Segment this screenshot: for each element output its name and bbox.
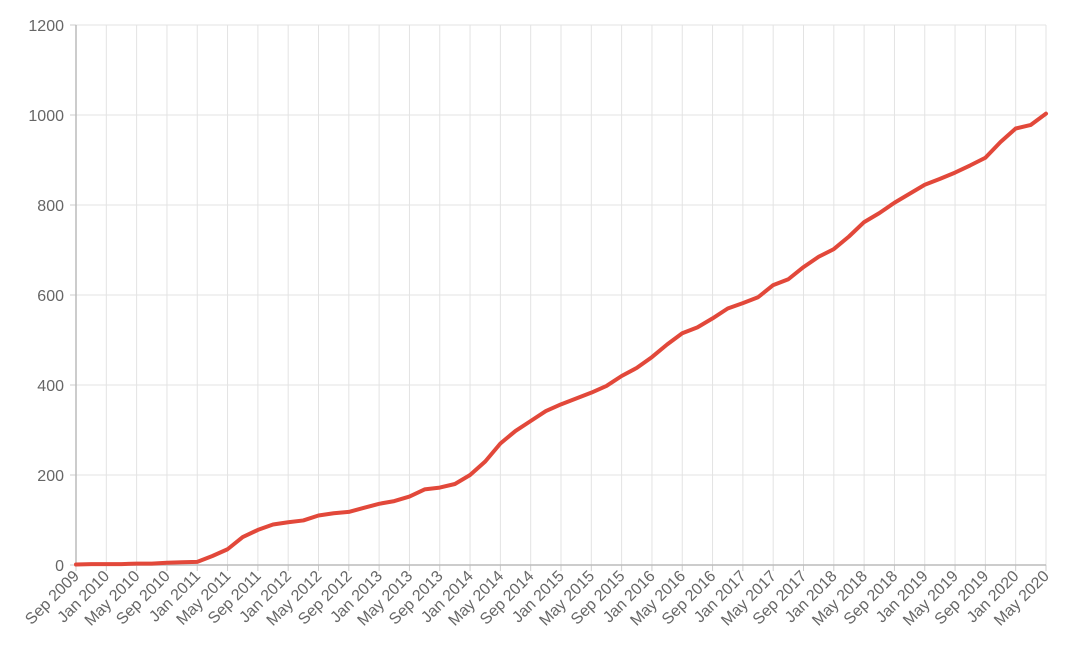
y-tick-label: 1000 bbox=[28, 108, 64, 125]
y-tick-label: 0 bbox=[55, 558, 64, 575]
data-line bbox=[74, 111, 1048, 567]
y-tick-label: 200 bbox=[37, 468, 64, 485]
y-tick-label: 1200 bbox=[28, 18, 64, 35]
y-tick-label: 400 bbox=[37, 378, 64, 395]
y-tick-label: 800 bbox=[37, 198, 64, 215]
y-tick-label: 600 bbox=[37, 288, 64, 305]
